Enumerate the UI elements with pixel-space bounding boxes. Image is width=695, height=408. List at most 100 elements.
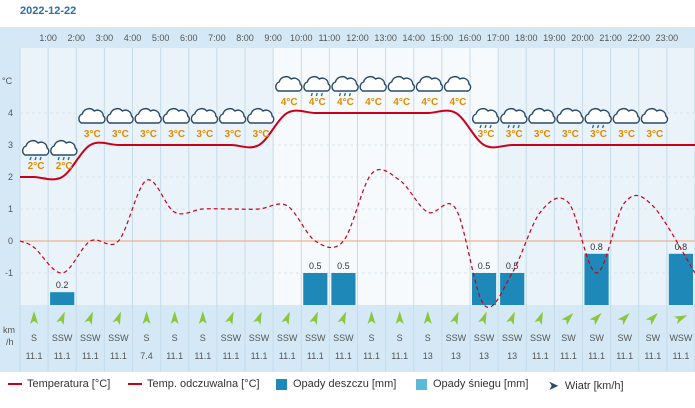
wind-unit-bottom: /h [6, 337, 14, 347]
y-tick-label: 0 [8, 236, 13, 246]
hour-label: 13:00 [374, 33, 397, 43]
cloud-icon [106, 108, 134, 124]
wind-arrow-shape [506, 311, 515, 326]
raindrop [62, 156, 65, 161]
rain-value-label: 0.8 [675, 242, 688, 252]
hour-label: 17:00 [487, 33, 510, 43]
temperature-label: 3°C [506, 129, 523, 140]
wind-arrow-shape [84, 311, 93, 326]
cloud-icon [78, 108, 106, 124]
wind-direction-label: SSW [52, 333, 73, 343]
temperature-label: 3°C [112, 129, 129, 140]
cloud-icon-shape [106, 108, 134, 124]
cloud-icon-shape [443, 76, 472, 92]
wind-arrow-shape [56, 311, 65, 326]
temperature-label: 4°C [393, 97, 410, 108]
legend-snow-swatch [416, 378, 427, 390]
wind-arrow-icon [224, 311, 234, 326]
wind-speed-label: 11.1 [363, 351, 380, 361]
wind-speed-label: 11.1 [251, 351, 268, 361]
legend-temperature-swatch [8, 383, 22, 385]
raindrop [67, 156, 70, 161]
wind-arrow-shape [673, 315, 688, 325]
cloud-icon [443, 76, 472, 92]
rain-bar [471, 273, 497, 305]
wind-speed-label: 11.1 [335, 351, 352, 361]
raindrop [29, 156, 32, 161]
legend-temperature-label: Temperatura [°C] [27, 378, 111, 390]
hour-label: 21:00 [599, 33, 622, 43]
rain-cloud-icon [303, 76, 331, 97]
wind-arrow-icon [506, 311, 515, 326]
raindrop [338, 92, 342, 97]
hour-label: 18:00 [515, 33, 538, 43]
wind-direction-label: S [31, 333, 37, 343]
wind-direction-label: S [200, 333, 206, 343]
hour-label: 15:00 [431, 33, 454, 43]
rain-cloud-icon [584, 108, 612, 129]
wind-direction-label: S [397, 333, 403, 343]
wind-direction-label: SSW [277, 333, 298, 343]
legend-rain-swatch [276, 378, 287, 390]
wind-arrow-icon [142, 311, 151, 324]
wind-arrow-shape [367, 311, 376, 324]
rain-value-label: 0.5 [506, 261, 519, 271]
cloud-icon [162, 108, 190, 124]
temperature-label: 3°C [534, 129, 551, 140]
legend-feels-like-label: Temp. odczuwalna [°C] [147, 378, 260, 390]
wind-speed-label: 11.1 [644, 351, 661, 361]
y-axis-panel [0, 27, 20, 372]
raindrop [348, 92, 352, 97]
cloud-icon [612, 108, 640, 124]
raindrop [517, 124, 520, 129]
cloud-icon-shape [415, 76, 444, 92]
rain-bar [50, 292, 75, 305]
wind-speed-label: 11.1 [560, 351, 577, 361]
y-tick-label: 2 [8, 172, 13, 182]
y-unit-label: °C [2, 76, 13, 86]
wind-direction-label: S [425, 333, 431, 343]
cloud-icon [218, 108, 247, 124]
raindrop [512, 124, 515, 129]
wind-arrow-icon [673, 315, 688, 325]
wind-arrow-icon [395, 311, 404, 324]
wind-arrow-shape [534, 311, 543, 326]
raindrop [489, 124, 492, 129]
temperature-label: 3°C [562, 129, 579, 140]
wind-direction-label: SSW [530, 333, 551, 343]
temperature-label: 4°C [309, 97, 326, 108]
wind-direction-label: WSW [669, 333, 692, 343]
cloud-icon [556, 108, 584, 124]
rain-cloud-icon [471, 108, 500, 129]
raindrop [507, 124, 510, 129]
cloud-icon-shape [275, 76, 303, 92]
wind-direction-label: S [144, 333, 150, 343]
wind-arrow-shape [337, 311, 347, 326]
wind-speed-label: 11.1 [54, 351, 71, 361]
legend-wind-label: Wiatr [km/h] [564, 380, 624, 392]
wind-arrow-icon [309, 311, 318, 326]
hour-label: 3:00 [96, 33, 114, 43]
wind-arrow-icon [337, 311, 347, 326]
hour-axis-panel [20, 27, 695, 48]
rain-bar [331, 273, 356, 305]
wind-speed-label: 11.1 [110, 351, 127, 361]
wind-speed-label: 11.1 [532, 351, 549, 361]
cloud-icon [528, 108, 556, 124]
temperature-label: 3°C [646, 129, 663, 140]
temperature-label: 4°C [281, 97, 298, 108]
wind-arrow-icon [645, 313, 658, 326]
weather-chart: °C 4 3 2 1 0 -1 1:00 2:00 3:00 4:00 5:00 6:00 7:00 8:0… [0, 27, 695, 372]
rain-value-label: 0.2 [56, 280, 69, 290]
wind-arrow-shape [253, 311, 262, 326]
wind-speed-label: 11.1 [391, 351, 408, 361]
wind-unit-top: km [3, 325, 15, 335]
cloud-icon [415, 76, 444, 92]
wind-direction-label: SW [561, 333, 576, 343]
cloud-icon-shape [78, 108, 106, 124]
rain-bar [668, 253, 694, 305]
hour-label: 8:00 [236, 33, 254, 43]
temperature-label: 2°C [56, 161, 73, 172]
rain-value-label: 0.5 [337, 261, 350, 271]
wind-speed-label: 11.1 [26, 351, 43, 361]
